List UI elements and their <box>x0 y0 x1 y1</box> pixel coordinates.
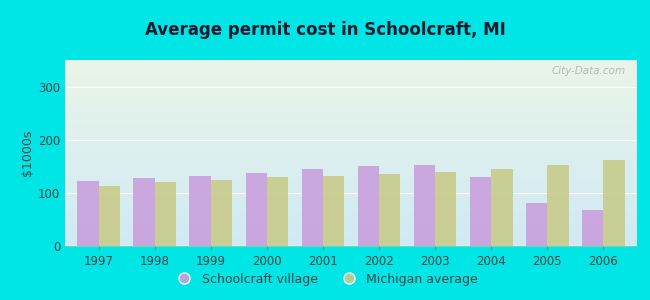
Text: City-Data.com: City-Data.com <box>551 66 625 76</box>
Bar <box>323 176 345 246</box>
Bar <box>358 166 379 246</box>
Bar <box>547 165 569 246</box>
Bar <box>246 173 267 246</box>
Bar <box>133 178 155 246</box>
Bar <box>526 203 547 246</box>
Bar <box>582 210 603 246</box>
Legend: Schoolcraft village, Michigan average: Schoolcraft village, Michigan average <box>167 268 483 291</box>
Bar <box>379 174 400 246</box>
Bar <box>190 176 211 246</box>
Text: Average permit cost in Schoolcraft, MI: Average permit cost in Schoolcraft, MI <box>144 21 506 39</box>
Bar <box>99 186 120 246</box>
Bar <box>211 180 232 246</box>
Bar <box>77 181 99 246</box>
Bar <box>435 172 456 246</box>
Y-axis label: $1000s: $1000s <box>21 130 34 176</box>
Bar <box>491 169 512 246</box>
Bar <box>155 182 176 246</box>
Bar <box>302 169 323 246</box>
Bar <box>267 177 288 246</box>
Bar <box>470 177 491 246</box>
Bar <box>603 160 625 246</box>
Bar <box>414 165 435 246</box>
